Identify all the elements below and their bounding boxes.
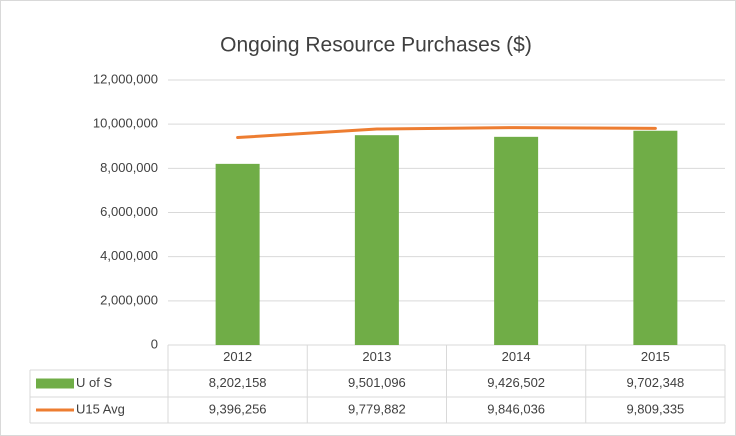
legend-label: U of S — [76, 375, 112, 390]
line — [236, 126, 657, 139]
table-value: 9,846,036 — [487, 401, 545, 416]
legend-label: U15 Avg — [76, 401, 125, 416]
table-value: 8,202,158 — [209, 375, 267, 390]
chart-title: Ongoing Resource Purchases ($) — [220, 34, 532, 57]
y-tick-label: 10,000,000 — [93, 116, 158, 131]
table-value: 9,426,502 — [487, 375, 545, 390]
y-tick-label: 4,000,000 — [100, 248, 158, 263]
legend-key — [36, 378, 74, 389]
x-tick-label: 2015 — [641, 349, 670, 364]
y-tick-label: 0 — [151, 336, 158, 351]
bar — [633, 130, 678, 345]
table-value: 9,809,335 — [626, 401, 684, 416]
bar — [215, 163, 260, 345]
y-tick-label: 6,000,000 — [100, 204, 158, 219]
table-value: 9,396,256 — [209, 401, 267, 416]
y-tick-label: 8,000,000 — [100, 160, 158, 175]
y-tick-label: 2,000,000 — [100, 292, 158, 307]
bar — [354, 135, 399, 345]
table-value: 9,779,882 — [348, 401, 406, 416]
x-tick-label: 2013 — [362, 349, 391, 364]
x-tick-label: 2012 — [223, 349, 252, 364]
bar — [494, 136, 539, 345]
y-tick-label: 12,000,000 — [93, 71, 158, 86]
table-value: 9,702,348 — [626, 375, 684, 390]
x-tick-label: 2014 — [502, 349, 531, 364]
table-value: 9,501,096 — [348, 375, 406, 390]
